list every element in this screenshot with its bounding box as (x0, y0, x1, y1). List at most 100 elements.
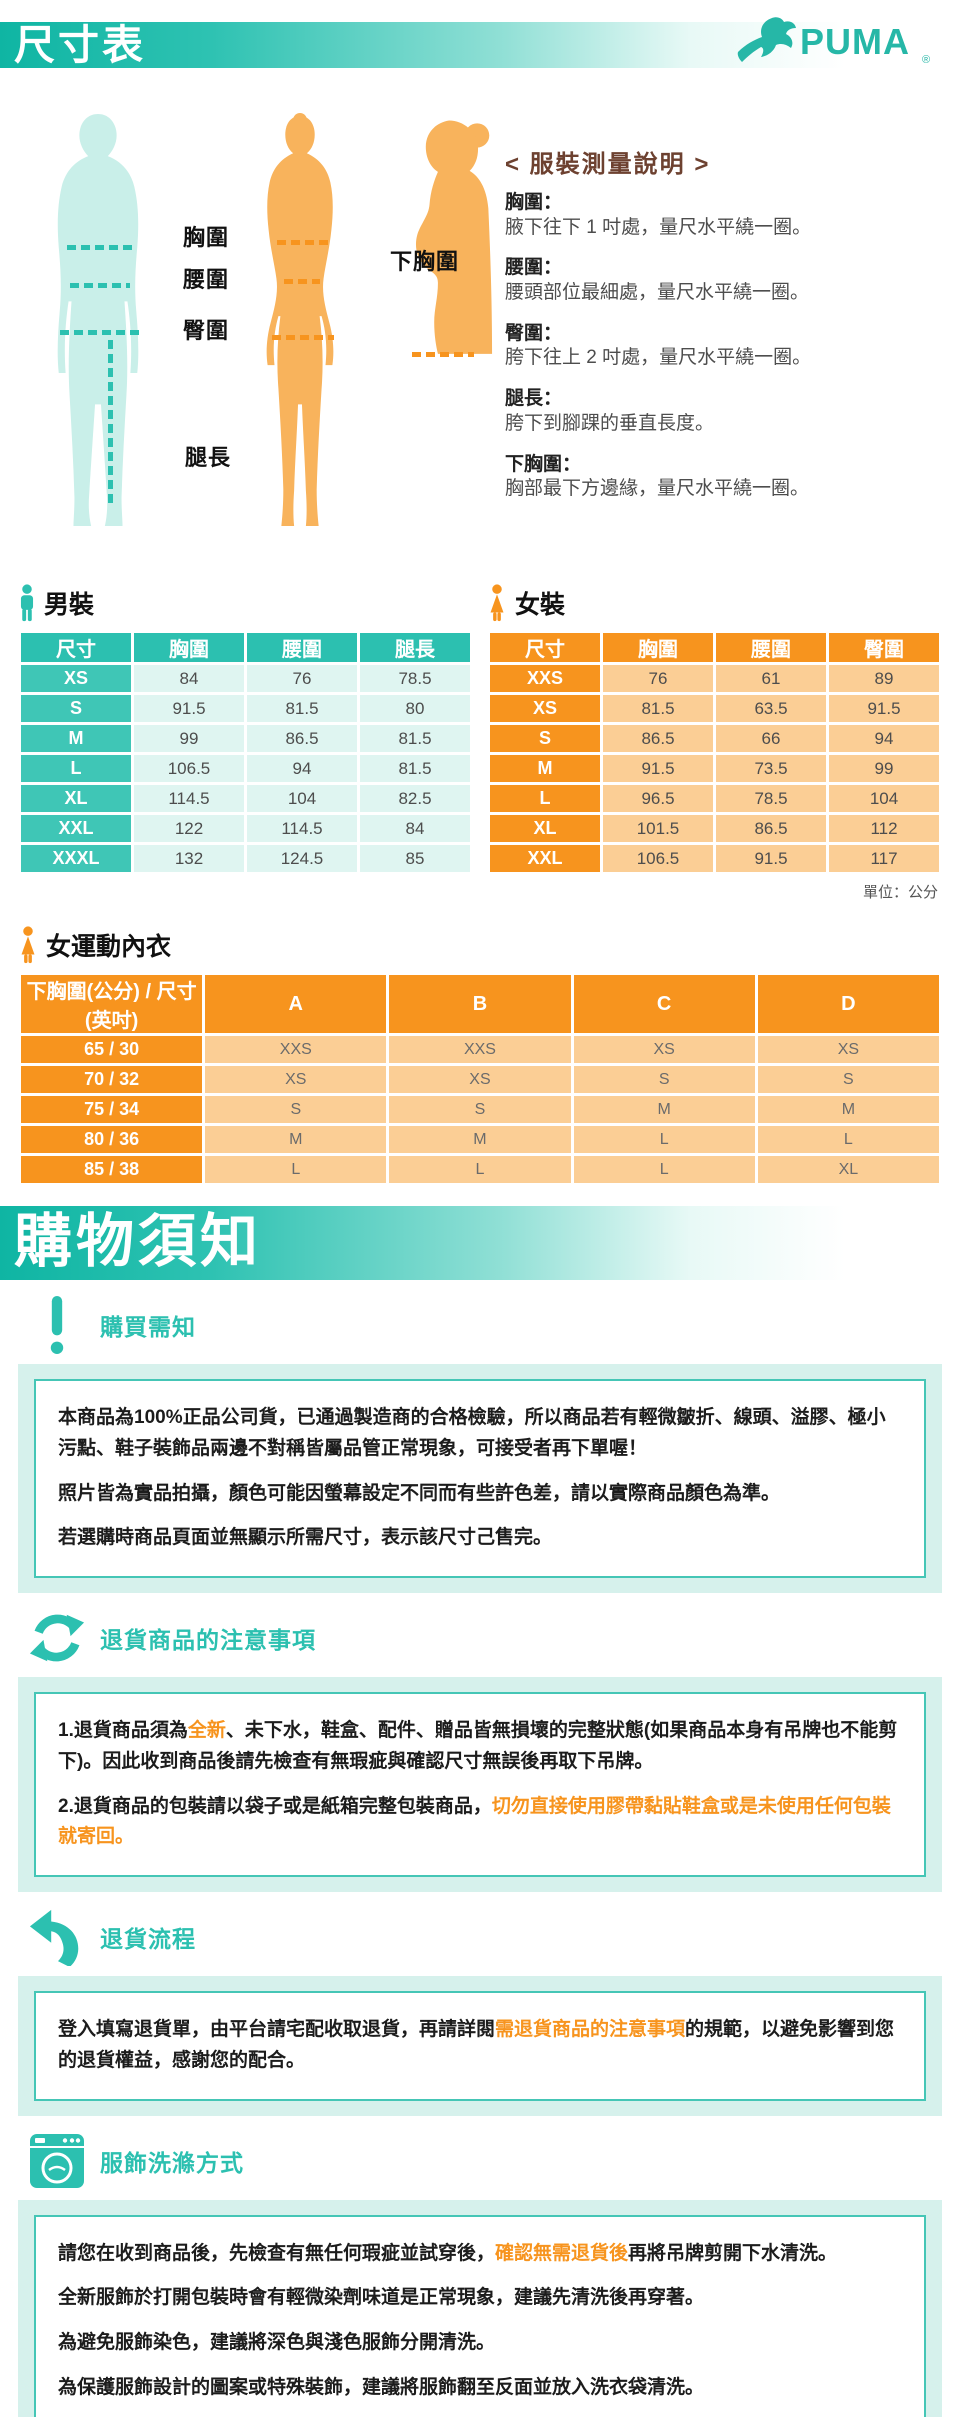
header-row: 下胸圍(公分) / 尺寸(英吋) A B C D (21, 975, 939, 1033)
washer-icon (28, 2132, 86, 2190)
row-label: XXL (21, 815, 131, 842)
notice-paragraph: 1.退貨商品須為全新、未下水，鞋盒、配件、贈品皆無損壞的完整狀態(如果商品本身有… (58, 1716, 902, 1778)
exclamation-icon (28, 1296, 86, 1354)
notice-section-title: 退貨流程 (100, 1926, 196, 1953)
notice-text: 再將吊牌剪開下水清洗。 (628, 2242, 838, 2264)
notice-paragraph: 若選購時商品頁面並無顯示所需尺寸，表示該尺寸己售完。 (58, 1523, 902, 1554)
notice-text: 為保護服飾設計的圖案或特殊裝飾，建議將服飾翻至反面並放入洗衣袋清洗。 (58, 2376, 705, 2398)
cell-value: 86.5 (716, 815, 826, 842)
notice-paragraph: 為保護服飾設計的圖案或特殊裝飾，建議將服飾翻至反面並放入洗衣袋清洗。 (58, 2373, 902, 2404)
cell-value: 94 (829, 725, 939, 752)
notice-text: 本商品為100%正品公司貨，已通過製造商的合格檢驗，所以商品若有輕微皺折、線頭、… (58, 1407, 886, 1459)
cell-value: S (757, 1066, 939, 1093)
cell-value: 104 (829, 785, 939, 812)
cell-value: 91.5 (603, 755, 713, 782)
column-header: A (205, 975, 387, 1033)
cell-value: XXS (389, 1036, 571, 1063)
row-label: XXS (490, 665, 600, 692)
row-label: M (21, 725, 131, 752)
measurement-guide-text: < 服裝測量說明 > 胸圍： 腋下往下 1 吋處，量尺水平繞一圈。 腰圍： 腰頭部位最… (505, 144, 955, 518)
guide-item: 下胸圍： 胸部最下方邊緣，量尺水平繞一圈。 (505, 453, 955, 502)
guide-item-desc: 腋下往下 1 吋處，量尺水平繞一圈。 (505, 216, 812, 238)
notice-text: 照片皆為實品拍攝，顏色可能因螢幕設定不同而有些許色差，請以實際商品顏色為準。 (58, 1482, 781, 1504)
notice-section-header: 退貨商品的注意事項 (28, 1609, 942, 1667)
notice-paragraph: 登入填寫退貨單，由平台請宅配收取退貨，再請詳閱需退貨商品的注意事項的規範，以避免… (58, 2015, 902, 2077)
cell-value: 96.5 (603, 785, 713, 812)
guide-item-desc: 胯下到腳踝的垂直長度。 (505, 412, 715, 434)
row-label: XL (21, 785, 131, 812)
table-row: S 91.5 81.5 80 (21, 695, 470, 722)
notice-paragraph: 本商品為100%正品公司貨，已通過製造商的合格檢驗，所以商品若有輕微皺折、線頭、… (58, 1403, 902, 1465)
cell-value: 82.5 (360, 785, 470, 812)
notice-box: 1.退貨商品須為全新、未下水，鞋盒、配件、贈品皆無損壞的完整狀態(如果商品本身有… (18, 1677, 942, 1893)
notice-paragraph: 2.退貨商品的包裝請以袋子或是紙箱完整包裝商品，切勿直接使用膠帶黏貼鞋盒或是未使… (58, 1792, 902, 1854)
cell-value: XS (573, 1036, 755, 1063)
guide-item-desc: 腰頭部位最細處，量尺水平繞一圈。 (505, 282, 810, 304)
row-label: 70 / 32 (21, 1066, 203, 1093)
column-header: 胸圍 (134, 633, 244, 662)
row-label: 85 / 38 (21, 1156, 203, 1183)
cell-value: 81.5 (360, 725, 470, 752)
cell-value: M (389, 1126, 571, 1153)
puma-cat-icon (737, 17, 796, 62)
cell-value: 91.5 (716, 845, 826, 872)
cell-value: 101.5 (603, 815, 713, 842)
cell-value: XS (205, 1066, 387, 1093)
puma-logo: PUMA ® (736, 14, 936, 66)
highlighted-text: 切勿直接使用膠帶黏貼鞋盒或是未使用任何包裝就寄回。 (58, 1795, 891, 1848)
cell-value: L (757, 1126, 939, 1153)
column-header: 臀圍 (829, 633, 939, 662)
cell-value: 99 (829, 755, 939, 782)
column-header: B (389, 975, 571, 1033)
notice-section-header: 退貨流程 (28, 1908, 942, 1967)
guide-item-desc: 胸部最下方邊緣，量尺水平繞一圈。 (505, 478, 810, 500)
table-row: 85 / 38 L L L XL (21, 1156, 939, 1183)
unit-note: 單位：公分 (862, 884, 938, 901)
female-person-icon (21, 926, 35, 964)
waist-label: 腰圍 (183, 267, 230, 292)
notice-text: 登入填寫退貨單，由平台請宅配收取退貨，再請詳閱 (58, 2019, 496, 2041)
table-row: 75 / 34 S S M M (21, 1096, 939, 1123)
column-header: C (573, 975, 755, 1033)
page-header: 尺寸表 PUMA ® (0, 17, 960, 68)
cell-value: L (389, 1156, 571, 1183)
cell-value: 104 (247, 785, 357, 812)
table-row: 80 / 36 M M L L (21, 1126, 939, 1153)
column-header: 尺寸 (490, 633, 600, 662)
column-header: 腰圍 (247, 633, 357, 662)
guide-item-label: 下胸圍： (505, 453, 582, 475)
guide-item-label: 臀圍： (505, 322, 563, 344)
notice-section: 購買需知本商品為100%正品公司貨，已通過製造商的合格檢驗，所以商品若有輕微皺折… (18, 1296, 942, 1594)
cell-value: 122 (134, 815, 244, 842)
guide-item: 胸圍： 腋下往下 1 吋處，量尺水平繞一圈。 (505, 191, 955, 240)
notice-text: 若選購時商品頁面並無顯示所需尺寸，表示該尺寸己售完。 (58, 1527, 553, 1549)
measurement-guide-section: 胸圍 腰圍 臀圍 腿長 下胸圍 < 服裝測量說明 > 胸圍： 腋下往下 1 吋處，… (0, 68, 960, 538)
cell-value: 132 (134, 845, 244, 872)
notice-text: 為避免服飾染色，建議將深色與淺色服飾分開清洗。 (58, 2332, 496, 2354)
notice-section-header: 購買需知 (28, 1296, 942, 1354)
cell-value: 84 (134, 665, 244, 692)
men-size-block: 男裝 尺寸 胸圍 腰圍 腿長 XS 84 76 78.5 S 91.5 81.5 80 M 99 86.5 8… (18, 584, 473, 875)
column-header: 尺寸 (21, 633, 131, 662)
notice-box-inner: 1.退貨商品須為全新、未下水，鞋盒、配件、贈品皆無損壞的完整狀態(如果商品本身有… (34, 1692, 926, 1878)
cell-value: 78.5 (360, 665, 470, 692)
row-label: 80 / 36 (21, 1126, 203, 1153)
notice-section: 服飾洗滌方式 請您在收到商品後，先檢查有無任何瑕疵並試穿後，確認無需退貨後再將吊牌… (18, 2132, 942, 2417)
table-row: M 91.5 73.5 99 (490, 755, 939, 782)
table-row: M 99 86.5 81.5 (21, 725, 470, 752)
row-label: S (490, 725, 600, 752)
table-row: XL 101.5 86.5 112 (490, 815, 939, 842)
table-row: XXL 106.5 91.5 117 (490, 845, 939, 872)
brand-reg-mark: ® (922, 54, 930, 66)
cell-value: 114.5 (134, 785, 244, 812)
column-header: 胸圍 (603, 633, 713, 662)
notice-paragraph: 為避免服飾染色，建議將深色與淺色服飾分開清洗。 (58, 2328, 902, 2359)
notice-paragraph: 照片皆為實品拍攝，顏色可能因螢幕設定不同而有些許色差，請以實際商品顏色為準。 (58, 1479, 902, 1510)
notice-sections: 購買需知本商品為100%正品公司貨，已通過製造商的合格檢驗，所以商品若有輕微皺折… (18, 1296, 942, 2417)
men-size-table: 尺寸 胸圍 腰圍 腿長 XS 84 76 78.5 S 91.5 81.5 80 M 99 86.5 81.5… (18, 630, 473, 875)
column-header: D (757, 975, 939, 1033)
cell-value: 66 (716, 725, 826, 752)
cell-value: 106.5 (134, 755, 244, 782)
row-label: XS (21, 665, 131, 692)
guide-item-label: 胸圍： (505, 192, 563, 213)
